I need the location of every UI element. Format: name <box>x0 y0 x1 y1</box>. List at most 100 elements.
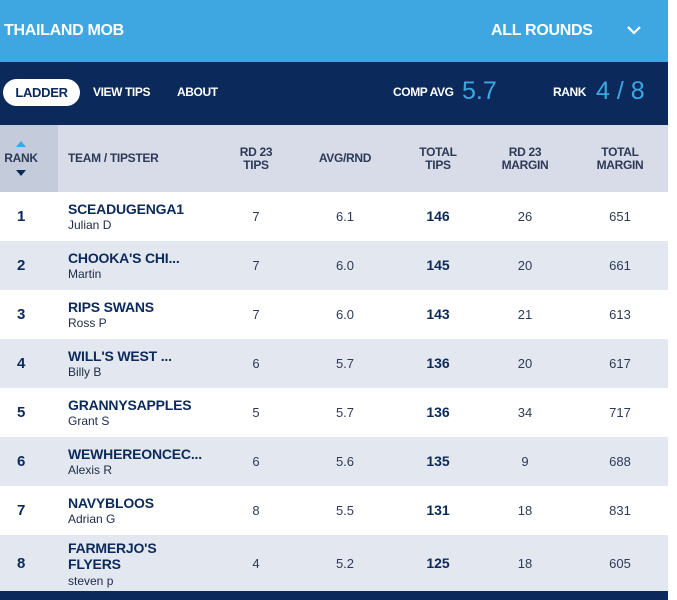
team-name[interactable]: NAVYBLOOS <box>68 495 154 511</box>
rank-column-header[interactable]: RANK <box>0 125 58 192</box>
total-tips-cell: 131 <box>426 502 450 518</box>
total-margin-cell: 831 <box>609 503 631 518</box>
rd-margin-header-line2: MARGIN <box>501 158 549 172</box>
tipster-name: steven p <box>68 574 114 588</box>
total-tips-header-line2: TIPS <box>425 158 451 172</box>
team-name[interactable]: WEWHEREONCEC... <box>68 446 202 462</box>
table-row[interactable]: 2 CHOOKA'S CHI... Martin 7 6.0 145 20 66… <box>0 241 668 290</box>
rd-tips-header-line1: RD 23 <box>239 145 273 159</box>
rank-header-label: RANK <box>4 151 38 165</box>
rd-tips-cell: 7 <box>252 307 260 322</box>
tipster-name: Grant S <box>68 414 110 428</box>
table-row[interactable]: 4 WILL'S WEST ... Billy B 6 5.7 136 20 6… <box>0 339 668 388</box>
total-margin-cell: 661 <box>609 258 631 273</box>
team-header[interactable]: TEAM / TIPSTER <box>68 151 159 165</box>
sort-down-icon <box>16 170 26 176</box>
team-name[interactable]: GRANNYSAPPLES <box>68 397 192 413</box>
avg-cell: 5.7 <box>335 405 355 420</box>
rank-cell: 4 <box>17 355 26 372</box>
avg-cell: 6.1 <box>335 209 355 224</box>
team-name[interactable]: CHOOKA'S CHI... <box>68 250 180 266</box>
table-row[interactable]: 5 GRANNYSAPPLES Grant S 5 5.7 136 34 717 <box>0 388 668 437</box>
tipster-name: Ross P <box>68 316 107 330</box>
total-margin-cell: 717 <box>609 405 631 420</box>
rank-cell: 5 <box>17 404 26 421</box>
total-margin-cell: 617 <box>609 356 631 371</box>
total-tips-cell: 136 <box>426 404 450 420</box>
table-row[interactable]: 7 NAVYBLOOS Adrian G 8 5.5 131 18 831 <box>0 486 668 535</box>
rank-cell: 3 <box>17 306 26 323</box>
rank-cell: 6 <box>17 453 26 470</box>
comp-avg-label: COMP AVG <box>393 85 454 99</box>
total-tips-cell: 145 <box>426 257 450 273</box>
rd-margin-cell: 18 <box>517 556 533 571</box>
avg-cell: 5.2 <box>335 556 355 571</box>
avg-cell: 5.6 <box>335 454 355 469</box>
rd-margin-cell: 26 <box>517 209 533 224</box>
rank-cell: 1 <box>17 208 26 225</box>
table-row[interactable]: 1 SCEADUGENGA1 Julian D 7 6.1 146 26 651 <box>0 192 668 241</box>
tab-bar: LADDER VIEW TIPS ABOUT COMP AVG 5.7 RANK… <box>0 62 668 125</box>
avg-cell: 5.7 <box>335 356 355 371</box>
competition-name[interactable]: THAILAND MOB <box>4 22 124 39</box>
total-tips-cell: 135 <box>426 453 450 469</box>
tipster-name: Martin <box>68 267 102 281</box>
rank-value: 4 / 8 <box>596 77 645 105</box>
total-tips-cell: 136 <box>426 355 450 371</box>
rank-cell: 7 <box>17 502 26 519</box>
rd-margin-cell: 18 <box>517 503 533 518</box>
rd-margin-header-line1: RD 23 <box>508 145 542 159</box>
avg-cell: 6.0 <box>335 307 355 322</box>
rd-tips-cell: 8 <box>252 503 260 518</box>
total-tips-cell: 125 <box>426 555 450 571</box>
team-name[interactable]: SCEADUGENGA1 <box>68 201 184 217</box>
table-row[interactable]: 8 FARMERJO'S FLYERS steven p 4 5.2 125 1… <box>0 535 668 591</box>
tipster-name: Alexis R <box>68 463 113 477</box>
total-tips-header-line1: TOTAL <box>419 145 457 159</box>
total-margin-header-line1: TOTAL <box>601 145 639 159</box>
rd-tips-cell: 7 <box>252 258 260 273</box>
total-margin-cell: 605 <box>609 556 631 571</box>
table-row[interactable]: 3 RIPS SWANS Ross P 7 6.0 143 21 613 <box>0 290 668 339</box>
comp-avg-value: 5.7 <box>462 77 497 105</box>
total-tips-cell: 146 <box>426 208 450 224</box>
rd-tips-cell: 7 <box>252 209 260 224</box>
total-tips-cell: 143 <box>426 306 450 322</box>
avg-cell: 5.5 <box>335 503 355 518</box>
total-margin-cell: 688 <box>609 454 631 469</box>
total-margin-cell: 651 <box>609 209 631 224</box>
rd-margin-cell: 34 <box>517 405 533 420</box>
total-margin-cell: 613 <box>609 307 631 322</box>
tab-ladder[interactable]: LADDER <box>3 79 80 106</box>
team-name[interactable]: RIPS SWANS <box>68 299 154 315</box>
avg-cell: 6.0 <box>335 258 355 273</box>
rd-tips-header-line2: TIPS <box>243 158 269 172</box>
rank-label: RANK <box>553 85 587 99</box>
tab-about[interactable]: ABOUT <box>177 85 218 99</box>
rd-tips-cell: 6 <box>252 356 260 371</box>
rd-tips-cell: 4 <box>252 556 260 571</box>
table-row[interactable]: 6 WEWHEREONCEC... Alexis R 6 5.6 135 9 6… <box>0 437 668 486</box>
total-margin-header[interactable]: TOTAL MARGIN <box>590 146 650 172</box>
competition-bar: THAILAND MOB ALL ROUNDS <box>0 0 668 62</box>
sort-up-icon <box>16 141 26 147</box>
rd-margin-cell: 9 <box>521 454 529 469</box>
tab-view-tips[interactable]: VIEW TIPS <box>93 85 151 99</box>
rd-margin-cell: 20 <box>517 258 533 273</box>
chevron-down-icon[interactable] <box>626 22 642 38</box>
team-name[interactable]: FARMERJO'S FLYERS <box>68 540 157 572</box>
team-name[interactable]: WILL'S WEST ... <box>68 348 172 364</box>
total-tips-header[interactable]: TOTAL TIPS <box>408 146 468 172</box>
ladder-header: RANK TEAM / TIPSTER RD 23 TIPS AVG/RND T… <box>0 125 668 192</box>
tipster-name: Billy B <box>68 365 102 379</box>
round-selector[interactable]: ALL ROUNDS <box>491 22 593 39</box>
rd-margin-cell: 20 <box>517 356 533 371</box>
avg-header[interactable]: AVG/RND <box>318 151 372 165</box>
rd-tips-cell: 5 <box>252 405 260 420</box>
rd-tips-cell: 6 <box>252 454 260 469</box>
rd-margin-header[interactable]: RD 23 MARGIN <box>495 146 555 172</box>
rd-margin-cell: 21 <box>517 307 533 322</box>
rank-cell: 8 <box>17 555 26 572</box>
rd-tips-header[interactable]: RD 23 TIPS <box>226 146 286 172</box>
